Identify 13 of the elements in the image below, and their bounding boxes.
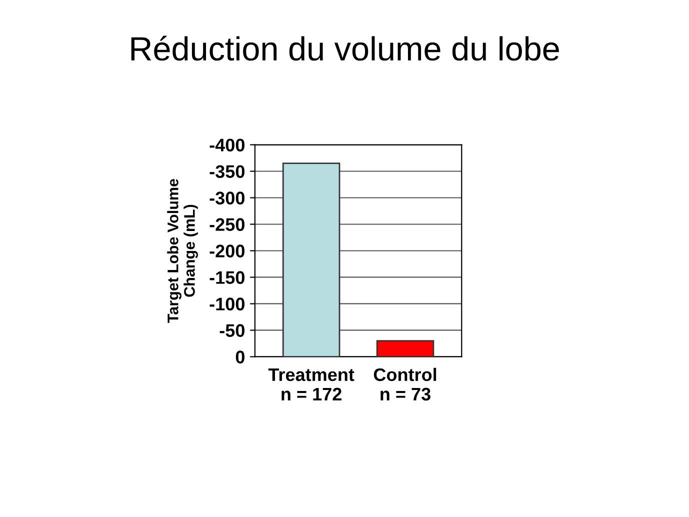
y-tick-label: -200 — [210, 244, 244, 258]
chart-title: Réduction du volume du lobe — [131, 36, 559, 61]
y-tick-label: 0 — [236, 350, 244, 364]
x-tick-label: Control n = 73 — [374, 368, 436, 401]
y-tick-label: -100 — [210, 298, 244, 310]
x-tick-label: Treatment n = 172 — [268, 368, 354, 400]
y-tick-label: -150 — [210, 271, 244, 284]
y-tick-label: -300 — [210, 192, 244, 204]
y-tick-label: -50 — [220, 324, 244, 337]
y-tick-label: -350 — [210, 165, 244, 178]
y-tick-label: -400 — [210, 138, 244, 152]
y-tick-label: -250 — [210, 218, 244, 231]
y-axis-title: Target Lobe Volume Change (mL) — [167, 178, 198, 323]
